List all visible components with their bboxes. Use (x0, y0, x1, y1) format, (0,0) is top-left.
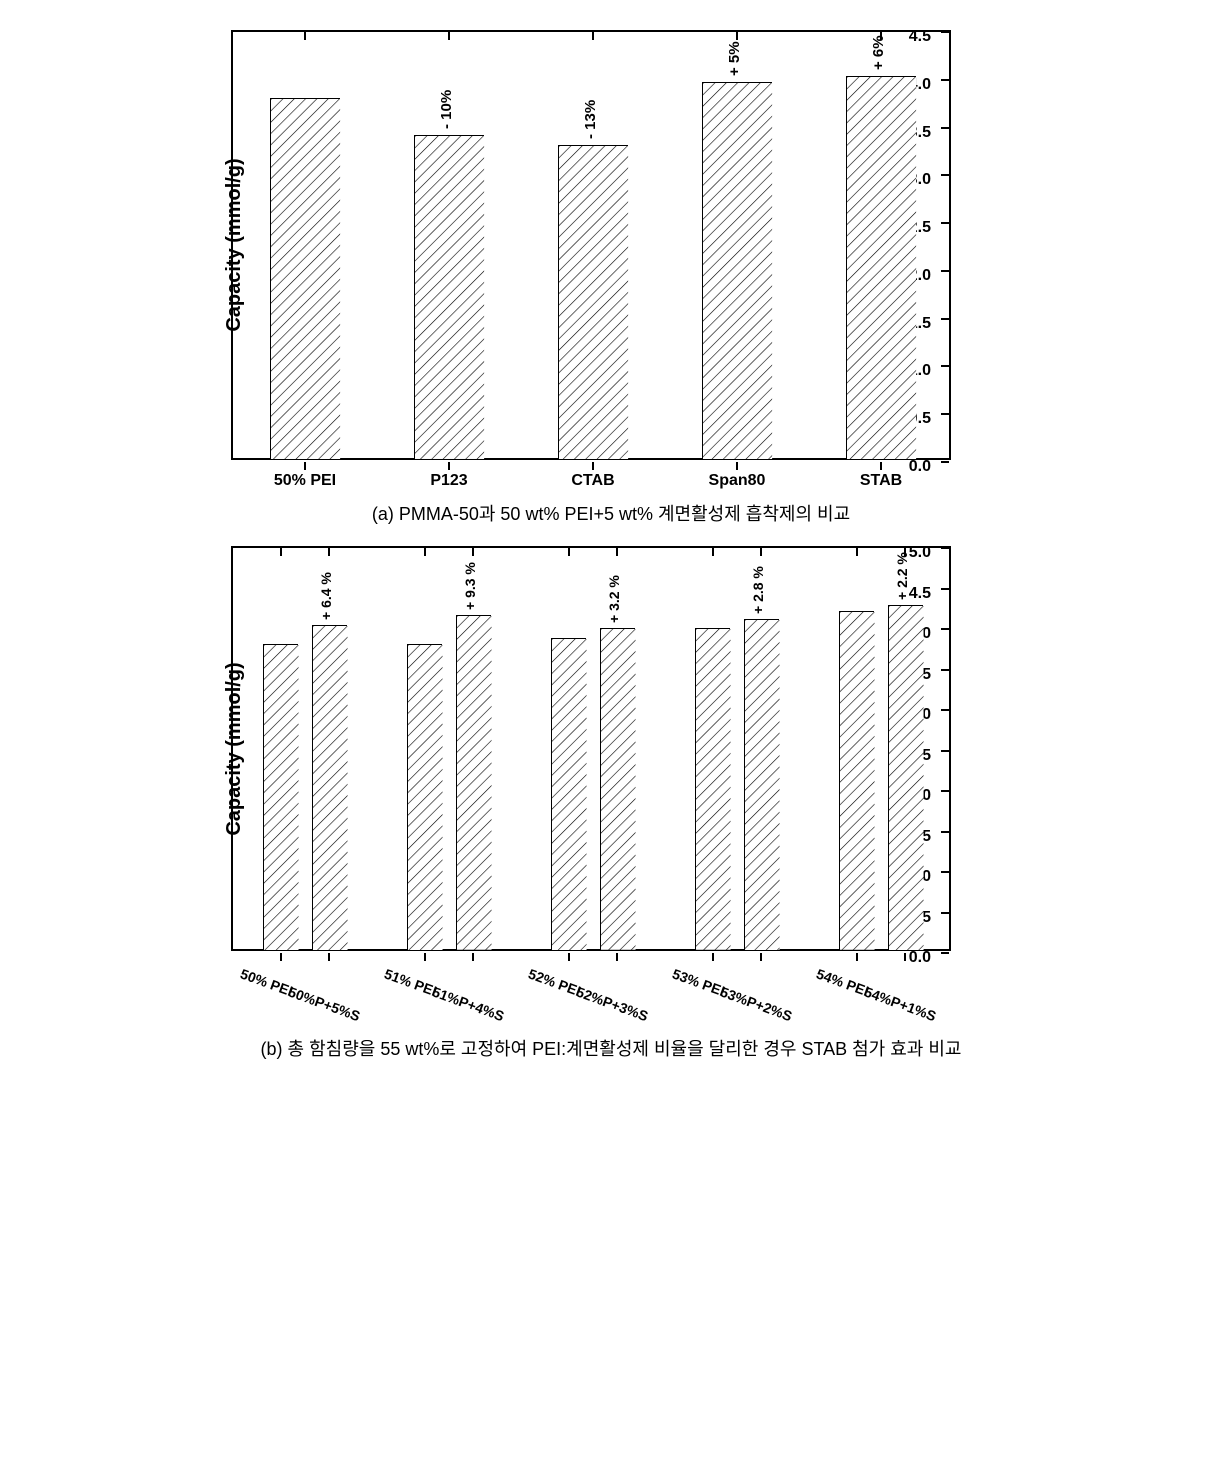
chart-a-wrap: Capacity (mmol/g) 0.00.51.01.52.02.53.03… (231, 30, 991, 460)
caption-a: (a) PMMA-50과 50 wt% PEI+5 wt% 계면활성제 흡착제의… (0, 500, 1222, 526)
bar (456, 615, 491, 949)
bar (551, 638, 586, 949)
chart-b-wrap: Capacity (mmol/g) 0.00.51.01.52.02.53.03… (231, 546, 991, 951)
bar-annotation: + 9.3 % (462, 562, 478, 610)
chart-a-ylabel: Capacity (mmol/g) (223, 158, 246, 331)
bar (312, 625, 347, 949)
x-tick-label: 53% PEI (670, 965, 727, 999)
x-tick-label: CTAB (571, 472, 614, 490)
x-tick-label: 50%P+5%S (287, 983, 363, 1024)
chart-a-area: Capacity (mmol/g) 0.00.51.01.52.02.53.03… (231, 30, 951, 460)
bar-annotation: + 3.2 % (606, 575, 622, 623)
bar (263, 644, 298, 949)
bar (270, 98, 339, 458)
bar (702, 82, 771, 458)
x-tick-label: 50% PEI (274, 472, 336, 490)
y-tick-label: 0.0 (891, 949, 931, 967)
bar (407, 644, 442, 949)
chart-b-area: Capacity (mmol/g) 0.00.51.01.52.02.53.03… (231, 546, 951, 951)
bar (695, 628, 730, 949)
bar-annotation: + 2.8 % (750, 566, 766, 614)
x-tick-label: 51%P+4%S (431, 983, 507, 1024)
x-tick-label: 54%P+1%S (863, 983, 939, 1024)
x-tick-label: 52% PEI (526, 965, 583, 999)
x-tick-label: Span80 (709, 472, 766, 490)
caption-b: (b) 총 함침량을 55 wt%로 고정하여 PEI:계면활성제 비율을 달리… (0, 1031, 1222, 1067)
bar-annotation: + 5% (726, 41, 743, 76)
bar (839, 611, 874, 949)
x-tick-label: 52%P+3%S (575, 983, 651, 1024)
page: Capacity (mmol/g) 0.00.51.01.52.02.53.03… (0, 0, 1222, 1117)
x-tick-label: STAB (860, 472, 902, 490)
bar (558, 145, 627, 458)
bar (846, 76, 915, 458)
x-tick-label: 54% PEI (814, 965, 871, 999)
x-tick-label: 50% PEI (238, 965, 295, 999)
bar-annotation: + 2.2 % (894, 552, 910, 600)
bar-annotation: + 6.4 % (318, 572, 334, 620)
chart-b-ylabel: Capacity (mmol/g) (223, 662, 246, 835)
bar (414, 135, 483, 458)
bar (888, 605, 923, 949)
y-tick-label: 4.5 (891, 28, 931, 46)
bar (744, 619, 779, 949)
bar-annotation: + 6% (870, 35, 887, 70)
x-tick-label: 53%P+2%S (719, 983, 795, 1024)
bar (600, 628, 635, 949)
bar-annotation: - 10% (438, 90, 455, 129)
x-tick-label: 51% PEI (382, 965, 439, 999)
bar-annotation: - 13% (582, 99, 599, 138)
x-tick-label: P123 (430, 472, 467, 490)
